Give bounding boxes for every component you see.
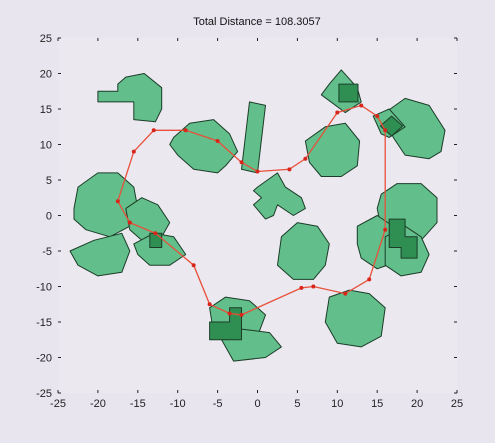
obstacle <box>169 119 239 174</box>
y-tick-label: 20 <box>40 69 52 81</box>
path-point <box>299 285 304 290</box>
obstacle <box>384 97 446 160</box>
obstacle <box>241 101 266 174</box>
y-tick-label: 15 <box>40 104 52 116</box>
obstacle-overlap <box>388 218 418 259</box>
path-point <box>367 277 372 282</box>
path-point <box>191 263 196 268</box>
y-tick-label: 5 <box>46 175 52 187</box>
y-tick-label: 25 <box>40 33 52 45</box>
path-point <box>207 302 212 307</box>
x-tick-label: -25 <box>50 398 66 410</box>
path-point <box>127 220 132 225</box>
y-tick-label: -10 <box>36 282 52 294</box>
obstacles <box>69 69 446 362</box>
y-tick-label: -15 <box>36 317 52 329</box>
path-point <box>183 128 188 133</box>
tour-path <box>115 103 388 317</box>
y-tick-label: -25 <box>36 388 52 400</box>
x-axis: -25 -20 -15 -10 -5 0 5 10 15 20 25 <box>50 398 463 410</box>
path-point <box>343 291 348 296</box>
x-tick-label: 20 <box>411 398 423 410</box>
obstacle-overlap <box>338 83 359 103</box>
y-axis: 25 20 15 10 5 0 -5 -10 -15 -20 -25 <box>36 33 52 400</box>
path-point <box>359 103 364 108</box>
x-tick-label: 0 <box>254 398 260 410</box>
axis-ticks <box>57 37 458 394</box>
y-tick-label: 10 <box>40 140 52 152</box>
obstacle-overlap <box>379 115 404 137</box>
path-point <box>375 114 380 119</box>
x-tick-label: -20 <box>90 398 106 410</box>
path-point <box>335 110 340 115</box>
path-point <box>153 231 158 236</box>
obstacle-overlap <box>149 232 163 248</box>
obstacle-overlap <box>209 307 242 341</box>
obstacle <box>304 122 361 177</box>
obstacle <box>97 73 163 123</box>
path-point <box>383 227 388 232</box>
x-tick-label: 10 <box>331 398 343 410</box>
path-point <box>131 149 136 154</box>
path-point <box>151 128 156 133</box>
path-point <box>311 284 316 289</box>
obstacle <box>69 232 131 277</box>
path-point <box>215 138 220 143</box>
path-point <box>239 312 244 317</box>
path-point <box>115 199 120 204</box>
x-tick-label: -10 <box>170 398 186 410</box>
y-tick-label: 0 <box>46 211 52 223</box>
obstacle <box>253 172 306 220</box>
y-tick-label: -5 <box>42 246 52 258</box>
x-tick-label: 15 <box>371 398 383 410</box>
path-point <box>239 160 244 165</box>
path-point <box>383 128 388 133</box>
obstacle <box>324 289 386 348</box>
obstacle <box>125 197 171 241</box>
chart-title: Total Distance = 108.3057 <box>193 16 321 28</box>
path-point <box>287 167 292 172</box>
x-tick-label: -5 <box>213 398 223 410</box>
x-tick-label: -15 <box>130 398 146 410</box>
path-point <box>303 156 308 161</box>
y-tick-label: -20 <box>36 353 52 365</box>
x-tick-label: 25 <box>451 398 463 410</box>
obstacle <box>277 222 330 280</box>
path-point <box>227 311 232 316</box>
x-tick-label: 5 <box>294 398 300 410</box>
path-point <box>255 169 260 174</box>
